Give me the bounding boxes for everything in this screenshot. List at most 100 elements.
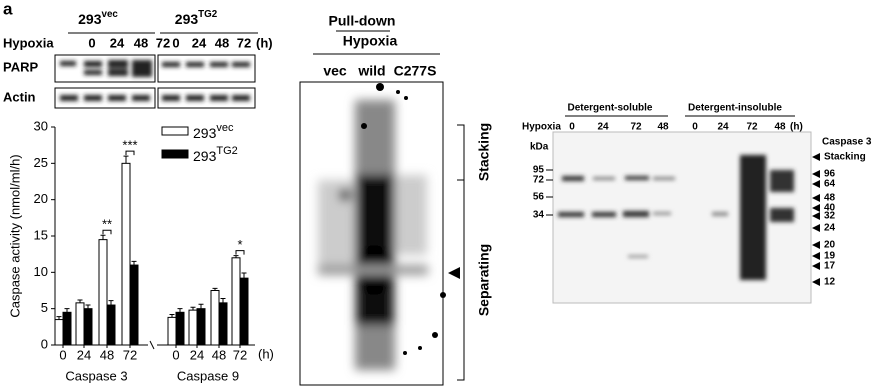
- lane-label: 72: [746, 122, 758, 133]
- antibody-label: Caspase 3: [822, 137, 872, 148]
- pulldown-subtitle: Hypoxia: [343, 33, 398, 49]
- marker-label: 19: [824, 251, 836, 262]
- marker-arrow: [812, 224, 820, 232]
- marker-label: 17: [824, 261, 836, 272]
- error-bar: [56, 316, 62, 320]
- kda-label: kDa: [530, 142, 549, 153]
- sig-label: ***: [122, 138, 137, 153]
- marker-label: Stacking: [824, 152, 866, 163]
- legend-base: 293: [193, 148, 217, 164]
- blot-c: [552, 131, 812, 304]
- bar: [196, 308, 206, 346]
- lane-label: 48: [657, 122, 669, 133]
- error-bar: [233, 255, 239, 258]
- bar: [239, 277, 249, 346]
- bar: [175, 311, 185, 346]
- marker-label: 95: [533, 165, 545, 176]
- marker-label: 56: [533, 192, 545, 203]
- y-tick-label: 25: [34, 155, 48, 170]
- lane-label: 0: [88, 35, 95, 50]
- legend-sup: vec: [216, 122, 234, 134]
- bar: [210, 290, 220, 346]
- group-label: Detergent-insoluble: [688, 103, 782, 114]
- marker-arrow: [812, 262, 820, 270]
- error-bar: [190, 306, 196, 311]
- x-tick-label: 72: [123, 347, 137, 362]
- axis-break: [149, 340, 155, 350]
- panel-label: a: [3, 0, 13, 18]
- error-bar: [85, 304, 91, 309]
- bar: [218, 302, 228, 346]
- bar: [98, 239, 108, 346]
- sig-label: **: [102, 217, 112, 232]
- error-bar: [100, 234, 106, 240]
- error-bar: [169, 313, 175, 318]
- x-tick-label: 0: [172, 347, 179, 362]
- marker-arrow: [812, 170, 820, 178]
- y-tick-label: 30: [34, 118, 48, 133]
- marker-arrow: [812, 212, 820, 220]
- header-label: 293vec: [78, 9, 118, 27]
- row-label: Hypoxia: [3, 35, 54, 50]
- legend-label: 293TG2: [193, 145, 238, 164]
- lane-label: 0: [172, 35, 179, 50]
- y-tick-label: 10: [34, 264, 48, 279]
- label-base: 293: [175, 11, 199, 27]
- bar: [129, 264, 139, 346]
- marker-arrow: [812, 204, 820, 212]
- error-bar: [131, 260, 137, 266]
- marker-arrow: [812, 252, 820, 260]
- error-bar: [108, 300, 114, 306]
- marker-label: 48: [824, 193, 836, 204]
- group-label: Caspase 9: [177, 368, 239, 383]
- y-tick-label: 20: [34, 191, 48, 206]
- label-base: 293: [78, 11, 102, 27]
- marker-arrow: [812, 278, 820, 286]
- error-bar: [177, 308, 183, 313]
- marker-label: 24: [824, 223, 836, 234]
- lane-label: 24: [110, 35, 125, 50]
- lane-label: 48: [215, 35, 229, 50]
- lane-label: wild: [357, 63, 385, 79]
- region-label: Separating: [476, 244, 492, 316]
- sig-label: *: [237, 237, 242, 252]
- lane-label: 24: [717, 122, 729, 133]
- lane-label: 72: [237, 35, 251, 50]
- lane-label: 48: [134, 35, 148, 50]
- marker-label: 12: [824, 277, 836, 288]
- legend-base: 293: [193, 125, 217, 141]
- bar: [121, 162, 131, 346]
- legend-sup: TG2: [216, 145, 237, 157]
- bar: [106, 304, 116, 346]
- lane-label: 48: [774, 122, 786, 133]
- x-tick-label: 24: [190, 347, 204, 362]
- x-tick-label: 0: [59, 347, 66, 362]
- lane-label: 24: [597, 122, 609, 133]
- marker-label: 40: [824, 203, 836, 214]
- x-tick-label: 48: [100, 347, 114, 362]
- legend-swatch: [161, 149, 189, 159]
- marker-label: 64: [824, 179, 836, 190]
- sig-bracket: [125, 150, 135, 156]
- error-bar: [64, 308, 70, 313]
- label-sup: TG2: [198, 9, 218, 20]
- bar: [167, 316, 177, 346]
- legend-swatch: [161, 126, 189, 136]
- marker-arrow: [812, 241, 820, 249]
- arrowhead: [448, 267, 460, 279]
- y-tick-label: 0: [41, 336, 48, 351]
- region-label: Stacking: [476, 123, 492, 181]
- marker-arrow: [812, 180, 820, 188]
- error-bar: [241, 272, 247, 279]
- row-label: Hypoxia: [522, 122, 561, 133]
- lane-label: C277S: [394, 63, 437, 79]
- x-unit: (h): [258, 346, 274, 361]
- header-label: 293TG2: [175, 9, 218, 27]
- lane-label: 72: [156, 35, 170, 50]
- lane-label: 0: [692, 122, 698, 133]
- bar: [231, 257, 241, 346]
- bar: [62, 311, 72, 346]
- band-label: Actin: [3, 89, 36, 104]
- x-tick-label: 48: [212, 347, 226, 362]
